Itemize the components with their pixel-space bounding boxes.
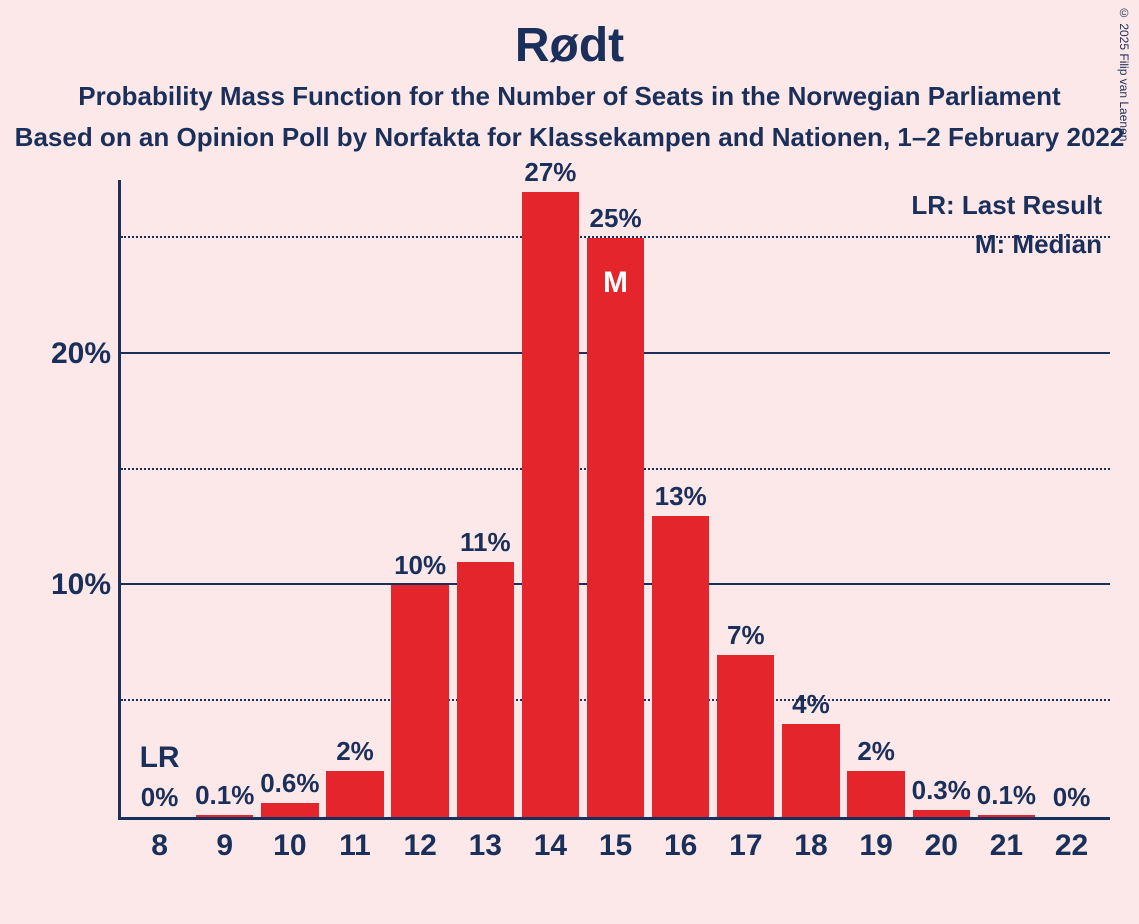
lr-marker: LR	[140, 741, 180, 775]
bar-value-label: 0.1%	[977, 780, 1036, 815]
x-tick-label: 12	[403, 817, 436, 863]
bar-value-label: 0.3%	[912, 775, 971, 810]
chart-area: LR: Last Result M: Median 10%20% 0%8LR0.…	[40, 180, 1110, 880]
x-tick-label: 13	[469, 817, 502, 863]
bar-slot: 0%22	[1039, 180, 1104, 817]
bar: 25%M	[587, 238, 644, 817]
bar-value-label: 0.6%	[260, 768, 319, 803]
credit-text: © 2025 Filip van Laenen	[1117, 6, 1131, 141]
bar-slot: 0.3%20	[909, 180, 974, 817]
x-tick-label: 11	[339, 817, 371, 863]
bar-slot: 0.1%9	[192, 180, 257, 817]
y-tick-label: 20%	[51, 337, 121, 371]
bar-slot: 11%13	[453, 180, 518, 817]
bar-slot: 7%17	[713, 180, 778, 817]
bar-value-label: 0%	[1053, 782, 1091, 817]
bar-value-label: 2%	[857, 736, 895, 771]
bar-value-label: 11%	[460, 527, 511, 562]
x-tick-label: 17	[729, 817, 762, 863]
x-tick-label: 16	[664, 817, 697, 863]
x-tick-label: 15	[599, 817, 632, 863]
bar-value-label: 2%	[336, 736, 374, 771]
bar: 2%	[326, 771, 383, 817]
bar-slot: 4%18	[778, 180, 843, 817]
bars-container: 0%8LR0.1%90.6%102%1110%1211%1327%1425%M1…	[121, 180, 1110, 817]
x-tick-label: 9	[216, 817, 233, 863]
plot-area: LR: Last Result M: Median 10%20% 0%8LR0.…	[118, 180, 1110, 820]
bar-slot: 10%12	[388, 180, 453, 817]
chart-title: Rødt	[0, 0, 1139, 73]
median-marker: M	[603, 266, 628, 300]
bar-slot: 0.1%21	[974, 180, 1039, 817]
bar-value-label: 0%	[141, 782, 179, 817]
x-tick-label: 20	[925, 817, 958, 863]
bar: 0.3%	[913, 810, 970, 817]
bar: 11%	[457, 562, 514, 817]
x-tick-label: 14	[534, 817, 567, 863]
bar-slot: 27%14	[518, 180, 583, 817]
chart-subtitle-1: Probability Mass Function for the Number…	[0, 73, 1139, 112]
bar-value-label: 13%	[655, 481, 707, 516]
x-tick-label: 21	[990, 817, 1023, 863]
y-tick-label: 10%	[51, 568, 121, 602]
bar: 0.6%	[261, 803, 318, 817]
bar-slot: 2%11	[322, 180, 387, 817]
bar-value-label: 10%	[394, 550, 446, 585]
bar-value-label: 7%	[727, 620, 765, 655]
bar: 2%	[847, 771, 904, 817]
bar-value-label: 0.1%	[195, 780, 254, 815]
chart-subtitle-2: Based on an Opinion Poll by Norfakta for…	[0, 112, 1139, 153]
x-tick-label: 10	[273, 817, 306, 863]
x-tick-label: 18	[794, 817, 827, 863]
bar: 4%	[782, 724, 839, 817]
x-tick-label: 22	[1055, 817, 1088, 863]
x-tick-label: 19	[859, 817, 892, 863]
bar: 27%	[522, 192, 579, 817]
bar-slot: 25%M15	[583, 180, 648, 817]
bar-value-label: 27%	[524, 157, 576, 192]
x-tick-label: 8	[151, 817, 168, 863]
bar: 10%	[391, 585, 448, 817]
bar: 13%	[652, 516, 709, 817]
bar-value-label: 25%	[590, 203, 642, 238]
bar-slot: 0.6%10	[257, 180, 322, 817]
bar-value-label: 4%	[792, 689, 830, 724]
bar-slot: 13%16	[648, 180, 713, 817]
bar-slot: 0%8LR	[127, 180, 192, 817]
bar: 7%	[717, 655, 774, 817]
bar-slot: 2%19	[844, 180, 909, 817]
